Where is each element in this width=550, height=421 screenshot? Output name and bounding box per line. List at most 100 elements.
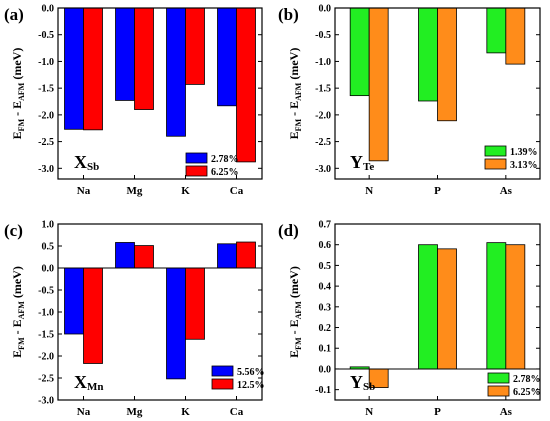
y-tick-label: -1.5 — [38, 330, 54, 341]
y-tick-label: 0.2 — [319, 323, 332, 334]
bar — [166, 7, 186, 137]
y-tick-label: -1.0 — [38, 308, 54, 319]
series-annotation: XMn — [74, 372, 104, 393]
bar — [134, 7, 154, 110]
plot-frame — [57, 7, 263, 180]
y-tick-label: -2.5 — [315, 137, 331, 148]
bar — [437, 248, 457, 370]
bar — [83, 7, 103, 131]
bar — [486, 242, 507, 370]
legend-label: 1.39% — [510, 147, 538, 158]
bar — [115, 242, 135, 269]
legend-label: 3.13% — [510, 160, 538, 171]
bar — [505, 244, 526, 370]
y-tick-label: 0.1 — [319, 344, 332, 355]
plot-frame — [57, 223, 263, 401]
chart-panel-1: (a) EFM - EAFM (meV) 0.0 -0.5 -1.0 -1.5 -2.0 -2… — [4, 4, 263, 197]
x-tick-label: K — [181, 185, 190, 197]
y-axis-label: EFM - EAFM (meV) — [287, 266, 303, 358]
y-tick-label: -1.5 — [315, 84, 331, 95]
y-tick-label: -2.0 — [38, 352, 54, 363]
y-tick-label: 0.5 — [319, 261, 332, 272]
y-tick-label: -2.0 — [38, 110, 54, 121]
legend-swatch — [484, 158, 507, 170]
panel-label: (d) — [278, 221, 299, 240]
bar — [236, 7, 256, 163]
bar — [83, 267, 103, 364]
y-tick-label: -2.5 — [38, 374, 54, 385]
x-tick-label: Ca — [230, 185, 244, 197]
y-axis-label: EFM - EAFM (meV) — [10, 48, 26, 140]
panel-label: (a) — [4, 5, 24, 24]
bar — [418, 7, 438, 102]
series-annotation: YSb — [350, 372, 375, 393]
y-tick-label: 0.5 — [42, 242, 55, 253]
series-annotation: XSb — [74, 152, 99, 173]
x-tick-label: N — [365, 406, 373, 418]
panel-label: (c) — [4, 221, 23, 240]
y-tick-label: 0.0 — [42, 4, 55, 15]
y-tick-label: 0.7 — [319, 220, 332, 231]
plot-frame — [334, 7, 541, 180]
y-tick-label: 0.4 — [319, 282, 332, 293]
bar — [217, 243, 237, 269]
bar — [368, 7, 389, 162]
y-tick-label: 0.0 — [319, 364, 332, 375]
x-tick-label: Mg — [127, 406, 143, 418]
x-tick-label: P — [434, 406, 441, 418]
y-tick-label: 1.0 — [42, 220, 55, 231]
y-tick-label: 0.0 — [319, 4, 332, 15]
bar — [505, 7, 526, 65]
x-tick-label: Mg — [127, 185, 143, 197]
bar — [185, 267, 205, 340]
y-tick-label: -1.0 — [38, 57, 54, 68]
y-tick-label: -1.0 — [315, 57, 331, 68]
bar — [115, 7, 135, 101]
y-tick-label: 0.0 — [42, 264, 55, 275]
y-tick-label: -2.5 — [38, 137, 54, 148]
legend-label: 12.5% — [237, 380, 265, 391]
x-tick-label: Na — [77, 406, 91, 418]
bar — [185, 7, 205, 85]
bar — [486, 7, 507, 54]
legend-label: 6.25% — [513, 387, 541, 398]
x-tick-label: Ca — [230, 406, 244, 418]
x-tick-label: P — [434, 185, 441, 197]
legend-swatch — [185, 152, 208, 164]
plot-frame — [334, 223, 541, 401]
bar — [64, 267, 84, 335]
legend-label: 6.25% — [211, 167, 239, 178]
legend-swatch — [185, 165, 208, 177]
y-tick-label: -0.5 — [315, 30, 331, 41]
legend-label: 2.78% — [513, 374, 541, 385]
legend-swatch — [211, 378, 234, 390]
legend-swatch — [211, 365, 234, 377]
legend-swatch — [487, 372, 510, 384]
bar — [134, 245, 154, 269]
y-tick-label: 0.3 — [319, 302, 332, 313]
y-tick-label: -2.0 — [315, 110, 331, 121]
bar — [437, 7, 457, 122]
y-tick-label: -0.5 — [38, 30, 54, 41]
bar — [349, 7, 370, 97]
bar — [166, 267, 186, 380]
bar — [236, 241, 256, 269]
x-tick-label: As — [500, 406, 513, 418]
y-axis-label: EFM - EAFM (meV) — [287, 48, 303, 140]
bar — [64, 7, 84, 130]
series-annotation: YTe — [350, 152, 374, 173]
y-tick-label: 0.6 — [319, 240, 332, 251]
x-tick-label: N — [365, 185, 373, 197]
y-tick-label: -0.5 — [38, 286, 54, 297]
y-tick-label: -3.0 — [38, 164, 54, 175]
chart-panel-4: (d) EFM - EAFM (meV) 0.7 0.6 0.5 0.4 0.3 0.2 0.1… — [278, 220, 541, 418]
panel-label: (b) — [278, 5, 299, 24]
y-tick-label: -3.0 — [315, 164, 331, 175]
x-tick-label: As — [500, 185, 513, 197]
chart-panel-3: (c) EFM - EAFM (meV) 1.0 0.5 0.0 -0.5 -1.0 -1.5… — [4, 220, 265, 419]
legend-label: 5.56% — [237, 367, 265, 378]
bar — [418, 244, 438, 370]
y-tick-label: -0.1 — [315, 385, 331, 396]
y-axis-label: EFM - EAFM (meV) — [10, 266, 26, 358]
